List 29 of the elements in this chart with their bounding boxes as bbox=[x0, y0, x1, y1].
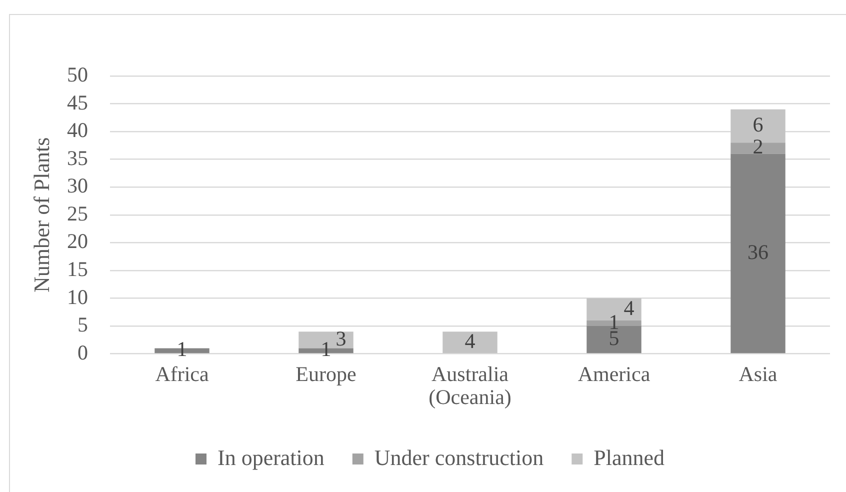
bar bbox=[442, 332, 498, 354]
data-label: 1 bbox=[176, 337, 188, 362]
x-tick-label: Australia (Oceania) bbox=[428, 362, 512, 409]
data-label: 36 bbox=[748, 240, 768, 264]
x-tick-label: America bbox=[578, 362, 651, 386]
legend-label: Under construction bbox=[374, 444, 544, 470]
y-tick-label: 0 bbox=[78, 340, 88, 364]
y-axis-title: Number of Plants bbox=[28, 137, 54, 292]
legend-label: In operation bbox=[217, 444, 324, 470]
y-tick-label: 30 bbox=[67, 174, 88, 198]
data-label: 6 bbox=[752, 112, 764, 137]
data-label: 4 bbox=[464, 328, 476, 353]
y-tick-label: 15 bbox=[67, 256, 88, 281]
data-label: 4 bbox=[624, 296, 635, 320]
y-tick-label: 20 bbox=[67, 229, 88, 254]
x-tick-label: Europe bbox=[296, 362, 356, 386]
y-tick-label: 50 bbox=[67, 62, 88, 87]
y-tick-label: 5 bbox=[78, 312, 88, 337]
y-tick-label: 10 bbox=[67, 284, 88, 309]
bar bbox=[730, 154, 786, 354]
y-tick-label: 25 bbox=[67, 201, 88, 226]
y-tick-label: 45 bbox=[67, 90, 88, 114]
data-label: 3 bbox=[336, 326, 346, 350]
y-tick-label: 40 bbox=[67, 118, 88, 142]
x-tick-label: Asia bbox=[738, 362, 778, 386]
x-tick-label: Africa bbox=[155, 362, 210, 386]
data-label: 2 bbox=[752, 134, 764, 159]
y-tick-label: 35 bbox=[67, 146, 88, 170]
legend-label: Planned bbox=[594, 444, 665, 470]
